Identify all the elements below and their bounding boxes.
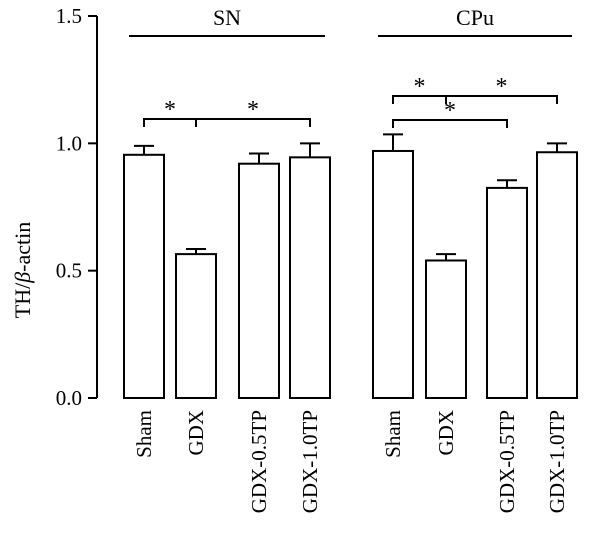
chart-marks: SN Sham GDX GDX-0.5TP GDX-1.0TP * * CPu Sham GDX G… [123, 5, 578, 513]
bar [175, 253, 217, 399]
x-tick-label: GDX-1.0TP [298, 410, 322, 513]
bar [123, 153, 165, 399]
y-tick-label: 0.0 [56, 386, 82, 410]
significance-star: * [444, 98, 456, 124]
group-label: CPu [456, 5, 494, 30]
group-label: SN [213, 5, 241, 30]
significance-star: * [247, 97, 259, 123]
significance-bracket [445, 95, 558, 104]
bar [536, 151, 578, 399]
x-tick-label: Sham [381, 410, 405, 458]
y-axis-label: TH/β-actin [10, 222, 35, 319]
bar [372, 149, 414, 399]
y-tick-label: 0.5 [56, 259, 82, 283]
significance-star: * [414, 74, 426, 100]
significance-bracket [195, 118, 311, 127]
bar [425, 259, 467, 400]
axes: 0.0 0.5 1.0 1.5 [56, 4, 98, 410]
x-tick-label: GDX [434, 410, 458, 456]
bar [238, 162, 280, 399]
x-tick-label: GDX-0.5TP [495, 410, 519, 513]
x-tick-label: GDX-0.5TP [247, 410, 271, 513]
significance-star: * [496, 74, 508, 100]
bar [486, 186, 528, 399]
y-tick-label: 1.5 [56, 4, 82, 28]
y-tick-label: 1.0 [56, 131, 82, 155]
x-tick-label: GDX-1.0TP [545, 410, 569, 513]
x-tick-label: GDX [184, 410, 208, 456]
significance-star: * [164, 97, 176, 123]
bar [289, 156, 331, 399]
x-tick-label: Sham [132, 410, 156, 458]
significance-bracket [392, 119, 508, 128]
